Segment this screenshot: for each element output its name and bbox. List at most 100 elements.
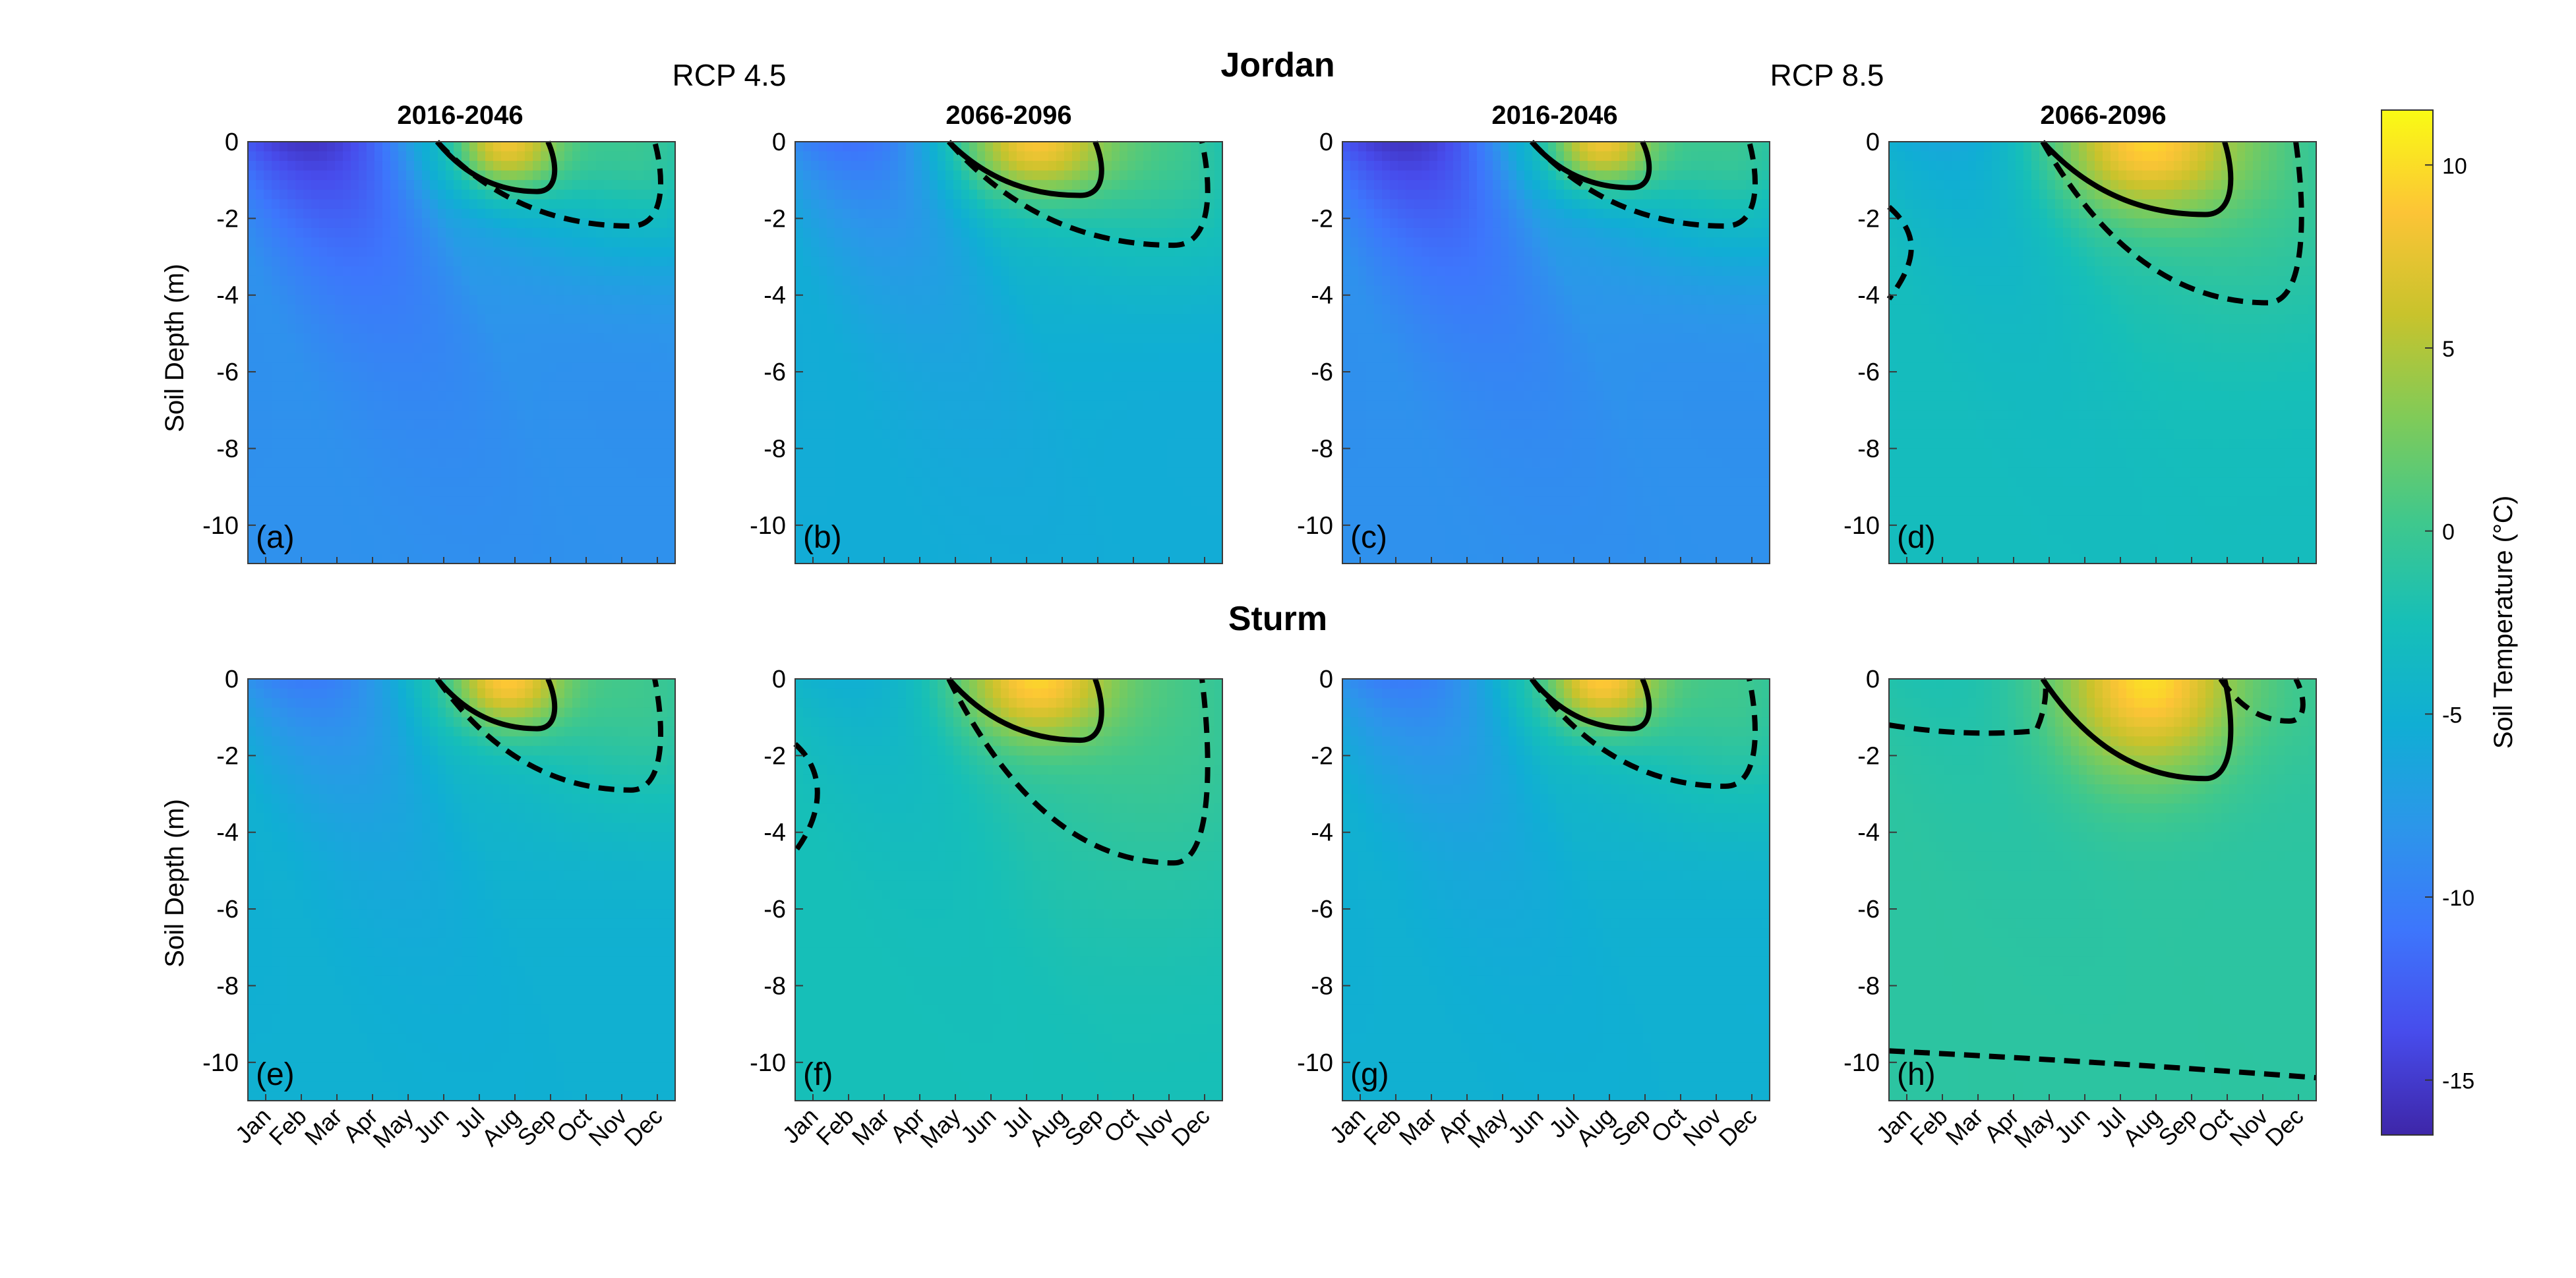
heatmap-cell: [469, 438, 478, 450]
heatmap-cell: [866, 218, 875, 229]
heatmap-cell: [256, 410, 264, 421]
heatmap-cell: [311, 410, 320, 421]
heatmap-cell: [485, 515, 494, 526]
heatmap-cell: [359, 161, 367, 171]
heatmap-cell: [272, 218, 280, 229]
heatmap-cell: [256, 362, 264, 372]
heatmap-cell: [1112, 400, 1120, 411]
heatmap-cell: [961, 477, 970, 488]
heatmap-cell: [541, 266, 549, 277]
heatmap-cell: [287, 180, 296, 190]
heatmap-cell: [311, 400, 320, 411]
heatmap-cell: [469, 506, 478, 517]
heatmap-cell: [374, 486, 383, 497]
heatmap-cell: [1754, 151, 1762, 161]
heatmap-cell: [993, 410, 1002, 421]
heatmap-cell: [414, 218, 423, 229]
heatmap-cell: [851, 343, 859, 353]
heatmap-cell: [477, 151, 486, 161]
heatmap-cell: [1714, 151, 1723, 161]
heatmap-cell: [517, 496, 525, 507]
heatmap-cell: [803, 419, 812, 430]
heatmap-cell: [890, 189, 899, 200]
heatmap-cell: [659, 151, 668, 161]
heatmap-cell: [438, 314, 446, 325]
heatmap-cell: [1159, 400, 1168, 411]
heatmap-cell: [311, 544, 320, 555]
heatmap-cell: [1151, 199, 1160, 210]
heatmap-cell: [295, 199, 304, 210]
heatmap-cell: [827, 276, 835, 286]
heatmap-cell: [1691, 151, 1699, 161]
heatmap-cell: [406, 285, 415, 296]
heatmap-cell: [882, 161, 891, 171]
heatmap-cell: [811, 506, 820, 517]
heatmap-cell: [319, 458, 328, 469]
heatmap-cell: [1588, 161, 1596, 171]
heatmap-cell: [667, 256, 676, 267]
heatmap-cell: [533, 544, 541, 555]
heatmap-cell: [1112, 438, 1120, 450]
heatmap-cell: [564, 506, 573, 517]
heatmap-cell: [1445, 151, 1454, 161]
heatmap-cell: [596, 486, 605, 497]
heatmap-cell: [256, 438, 264, 450]
heatmap-cell: [1167, 180, 1176, 190]
heatmap-cell: [851, 142, 859, 152]
heatmap-cell: [541, 486, 549, 497]
heatmap-cell: [1437, 151, 1446, 161]
heatmap-cell: [1214, 506, 1223, 517]
heatmap-cell: [374, 535, 383, 545]
heatmap-cell: [961, 256, 970, 267]
heatmap-cell: [953, 429, 962, 440]
heatmap-cell: [1207, 419, 1215, 430]
heatmap-cell: [517, 256, 525, 267]
heatmap-cell: [945, 353, 954, 363]
heatmap-cell: [1135, 227, 1144, 239]
heatmap-cell: [922, 170, 930, 181]
heatmap-cell: [620, 525, 628, 536]
heatmap-cell: [414, 208, 423, 219]
heatmap-cell: [469, 142, 478, 152]
heatmap-cell: [493, 333, 502, 344]
heatmap-cell: [977, 276, 986, 286]
heatmap-cell: [374, 372, 383, 382]
heatmap-cell: [564, 237, 573, 248]
heatmap-cell: [280, 496, 288, 507]
heatmap-cell: [564, 391, 573, 401]
heatmap-cell: [1056, 477, 1065, 488]
heatmap-cell: [359, 419, 367, 430]
heatmap-cell: [438, 458, 446, 469]
heatmap-cell: [564, 419, 573, 430]
heatmap-cell: [969, 324, 978, 334]
heatmap-cell: [1033, 305, 1041, 315]
heatmap-cell: [858, 227, 867, 239]
heatmap-cell: [1088, 295, 1096, 306]
heatmap-cell: [541, 295, 549, 306]
heatmap-cell: [914, 247, 922, 258]
heatmap-cell: [556, 256, 565, 267]
heatmap-cell: [272, 276, 280, 286]
heatmap-cell: [843, 353, 851, 363]
heatmap-cell: [843, 333, 851, 344]
heatmap-cell: [438, 544, 446, 555]
heatmap-cell: [914, 237, 922, 248]
heatmap-cell: [803, 285, 812, 296]
heatmap-cell: [930, 496, 938, 507]
heatmap-cell: [644, 506, 652, 517]
heatmap-cell: [351, 506, 359, 517]
heatmap-cell: [811, 276, 820, 286]
heatmap-cell: [430, 496, 438, 507]
heatmap-cell: [1191, 391, 1199, 401]
heatmap-cell: [493, 151, 502, 161]
heatmap-cell: [993, 448, 1002, 459]
heatmap-cell: [1143, 170, 1152, 181]
heatmap-cell: [851, 189, 859, 200]
heatmap-cell: [1064, 438, 1073, 450]
heatmap-cell: [945, 151, 954, 161]
heatmap-cell: [938, 467, 946, 478]
heatmap-cell: [572, 199, 581, 210]
heatmap-cell: [517, 419, 525, 430]
heatmap-cell: [1120, 170, 1128, 181]
heatmap-cell: [612, 247, 620, 258]
